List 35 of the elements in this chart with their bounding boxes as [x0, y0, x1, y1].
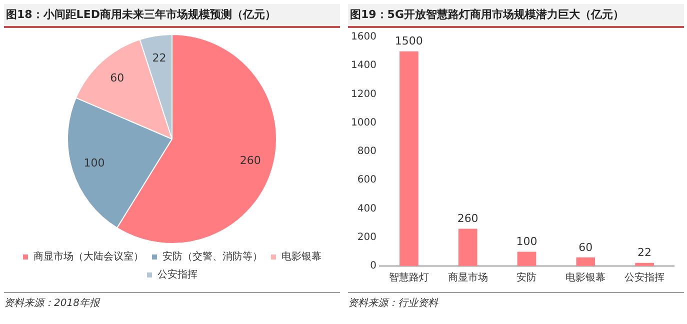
bar — [458, 228, 478, 266]
bar — [517, 252, 536, 266]
data-label: 100 — [516, 235, 538, 248]
x-tick-label: 商显市场 — [448, 272, 488, 284]
legend-label: 安防（交警、消防等） — [162, 250, 262, 263]
chart-title: 图18：小间距LED商用未来三年市场规模预测（亿元） — [4, 4, 340, 28]
data-label: 60 — [110, 72, 124, 85]
text: 资料来源：2018年报 — [4, 292, 340, 310]
x-tick-label: 安防 — [516, 272, 537, 284]
bar — [399, 51, 418, 266]
x-tick-label: 智慧路灯 — [388, 272, 429, 284]
y-tick-label: 1000 — [350, 117, 376, 128]
legend-label: 商显市场（大陆会议室） — [34, 250, 144, 263]
data-label: 260 — [240, 154, 261, 168]
bar — [635, 262, 654, 266]
chart-title: 图19：5G开放智慧路灯商用市场规模潜力巨大（亿元） — [348, 4, 684, 28]
y-tick-label: 0 — [370, 260, 376, 272]
legend-label: 电影银幕 — [282, 250, 322, 263]
data-label: 100 — [84, 156, 105, 170]
data-label: 1500 — [394, 34, 423, 48]
x-tick-label: 电影银幕 — [566, 272, 606, 284]
x-tick-label: 公安指挥 — [624, 272, 665, 284]
data-label: 60 — [578, 240, 593, 254]
data-label: 22 — [638, 246, 652, 260]
y-tick-label: 1400 — [350, 60, 376, 72]
y-tick-label: 1200 — [350, 88, 376, 100]
y-tick-label: 800 — [357, 146, 376, 158]
data-label: 22 — [152, 51, 166, 64]
bar — [576, 257, 596, 266]
y-tick-label: 1600 — [350, 32, 376, 43]
y-tick-label: 200 — [357, 232, 376, 243]
y-tick-label: 600 — [357, 174, 376, 186]
data-label: 260 — [457, 212, 478, 226]
text: 资料来源：行业资料 — [348, 292, 684, 310]
y-tick-label: 400 — [357, 203, 376, 214]
